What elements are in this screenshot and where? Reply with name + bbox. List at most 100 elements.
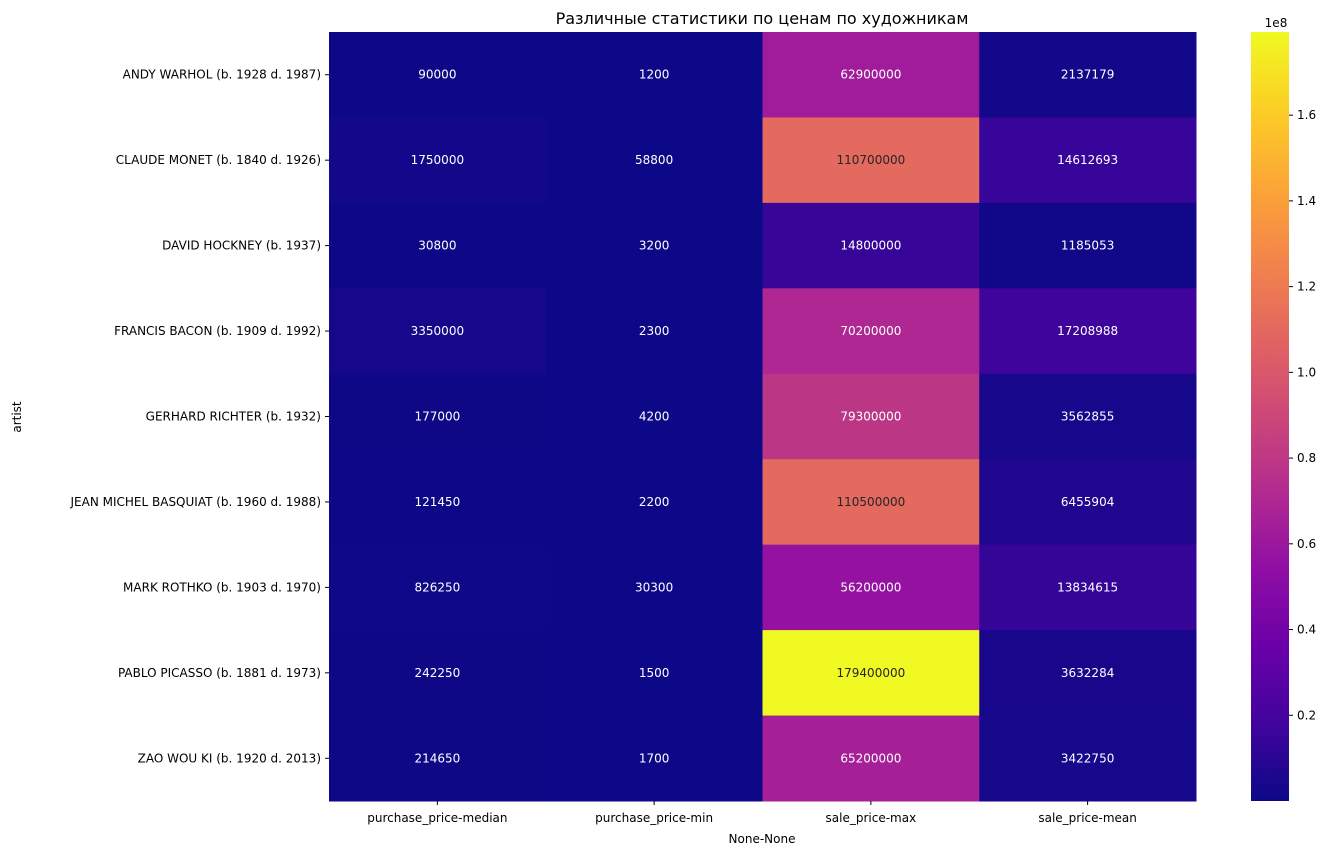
y-axis-label: artist [10, 401, 24, 433]
colorbar-ticks: 0.2 0.4 0.6 0.8 1.0 1.2 1.4 1.6 [1289, 108, 1316, 722]
cell-value-label: 1750000 [411, 153, 464, 167]
row-label: DAVID HOCKNEY (b. 1937) [162, 239, 321, 253]
cell-value-label: 3350000 [411, 324, 464, 338]
cell-value-label: 110700000 [837, 153, 906, 167]
heatmap-cell [762, 373, 980, 460]
cell-value-label: 242250 [414, 666, 460, 680]
heatmap-cell [762, 544, 980, 631]
colorbar-tick-label: 0.8 [1297, 451, 1316, 465]
x-axis-label: None-None [729, 832, 796, 846]
heatmap-cell [979, 715, 1197, 802]
cell-value-label: 70200000 [840, 324, 901, 338]
heatmap-cell [762, 630, 980, 717]
heatmap-cell [545, 202, 763, 289]
row-label: ANDY WARHOL (b. 1928 d. 1987) [123, 68, 321, 82]
cell-value-label: 2137179 [1061, 68, 1114, 82]
heatmap-cell [545, 32, 763, 118]
chart-title: Различные статистики по ценам по художни… [556, 9, 969, 28]
heatmap-cell [329, 202, 547, 289]
heatmap-cell [979, 202, 1197, 289]
heatmap-cell [979, 544, 1197, 631]
column-label: purchase_price-min [595, 811, 713, 825]
cell-value-label: 2300 [639, 324, 670, 338]
heatmap-cell [545, 630, 763, 717]
heatmap-cell [329, 373, 547, 460]
cell-value-label: 3632284 [1061, 666, 1114, 680]
row-label: GERHARD RICHTER (b. 1932) [146, 410, 321, 424]
cell-value-label: 4200 [639, 410, 670, 424]
heatmap-cell [329, 117, 547, 204]
cell-value-label: 13834615 [1057, 580, 1118, 594]
heatmap-cell [545, 459, 763, 546]
cell-value-label: 3562855 [1061, 410, 1114, 424]
heatmap-cell [979, 373, 1197, 460]
cell-value-label: 3200 [639, 239, 670, 253]
column-label: sale_price-mean [1038, 811, 1137, 825]
cell-value-label: 179400000 [837, 666, 906, 680]
colorbar-tick-label: 0.2 [1297, 708, 1316, 722]
cell-value-label: 79300000 [840, 410, 901, 424]
colorbar-tick-label: 0.6 [1297, 537, 1316, 551]
heatmap-cell [545, 288, 763, 375]
heatmap-cell [545, 373, 763, 460]
heatmap-cell [979, 459, 1197, 546]
cell-value-label: 214650 [414, 751, 460, 765]
cell-value-label: 90000 [418, 68, 456, 82]
cell-value-label: 14612693 [1057, 153, 1118, 167]
column-label: sale_price-max [826, 811, 917, 825]
heatmap-cell [762, 459, 980, 546]
colorbar [1251, 32, 1289, 801]
column-label: purchase_price-median [367, 811, 507, 825]
cell-value-label: 2200 [639, 495, 670, 509]
row-label: CLAUDE MONET (b. 1840 d. 1926) [116, 153, 321, 167]
heatmap-cell [762, 117, 980, 204]
row-label: MARK ROTHKO (b. 1903 d. 1970) [123, 580, 321, 594]
column-labels: purchase_price-median purchase_price-min s… [367, 801, 1137, 825]
heatmap-cell [329, 715, 547, 802]
cell-value-label: 1185053 [1061, 239, 1114, 253]
heatmap-cell [979, 630, 1197, 717]
heatmap-cell [762, 715, 980, 802]
cell-value-label: 62900000 [840, 68, 901, 82]
heatmap-cell [329, 32, 547, 118]
colorbar-tick-label: 1.4 [1297, 194, 1316, 208]
heatmap-cell [329, 630, 547, 717]
heatmap-cell [329, 544, 547, 631]
heatmap-cell [979, 117, 1197, 204]
colorbar-offset-label: 1e8 [1265, 16, 1288, 30]
heatmap-cell [762, 32, 980, 118]
colorbar-tick-label: 1.2 [1297, 280, 1316, 294]
heatmap-cell [762, 202, 980, 289]
heatmap-cell [762, 288, 980, 375]
colorbar-tick-label: 1.6 [1297, 108, 1316, 122]
cell-value-label: 14800000 [840, 239, 901, 253]
cell-value-label: 56200000 [840, 580, 901, 594]
cell-value-label: 826250 [414, 580, 460, 594]
colorbar-tick-label: 0.4 [1297, 623, 1316, 637]
row-labels: ANDY WARHOL (b. 1928 d. 1987) CLAUDE MONE… [70, 68, 329, 765]
row-label: PABLO PICASSO (b. 1881 d. 1973) [118, 666, 321, 680]
cell-value-label: 121450 [414, 495, 460, 509]
heatmap-cell [979, 288, 1197, 375]
cell-value-label: 110500000 [837, 495, 906, 509]
cell-value-label: 1200 [639, 68, 670, 82]
heatmap-cell [979, 32, 1197, 118]
cell-value-label: 17208988 [1057, 324, 1118, 338]
cell-value-label: 3422750 [1061, 751, 1114, 765]
heatmap-cell [545, 544, 763, 631]
heatmap-cell [545, 117, 763, 204]
colorbar-tick-label: 1.0 [1297, 365, 1316, 379]
row-label: ZAO WOU KI (b. 1920 d. 2013) [138, 751, 321, 765]
cell-value-label: 65200000 [840, 751, 901, 765]
row-label: JEAN MICHEL BASQUIAT (b. 1960 d. 1988) [70, 495, 322, 509]
cell-value-label: 1500 [639, 666, 670, 680]
cell-value-label: 177000 [414, 410, 460, 424]
cell-value-label: 58800 [635, 153, 673, 167]
heatmap-cell [329, 459, 547, 546]
cell-value-label: 6455904 [1061, 495, 1114, 509]
cell-value-label: 30300 [635, 580, 673, 594]
heatmap-cell [329, 288, 547, 375]
row-label: FRANCIS BACON (b. 1909 d. 1992) [114, 324, 321, 338]
heatmap-cells: 90000 1200 62900000 2137179 1750000 58800 1107… [329, 32, 1197, 802]
